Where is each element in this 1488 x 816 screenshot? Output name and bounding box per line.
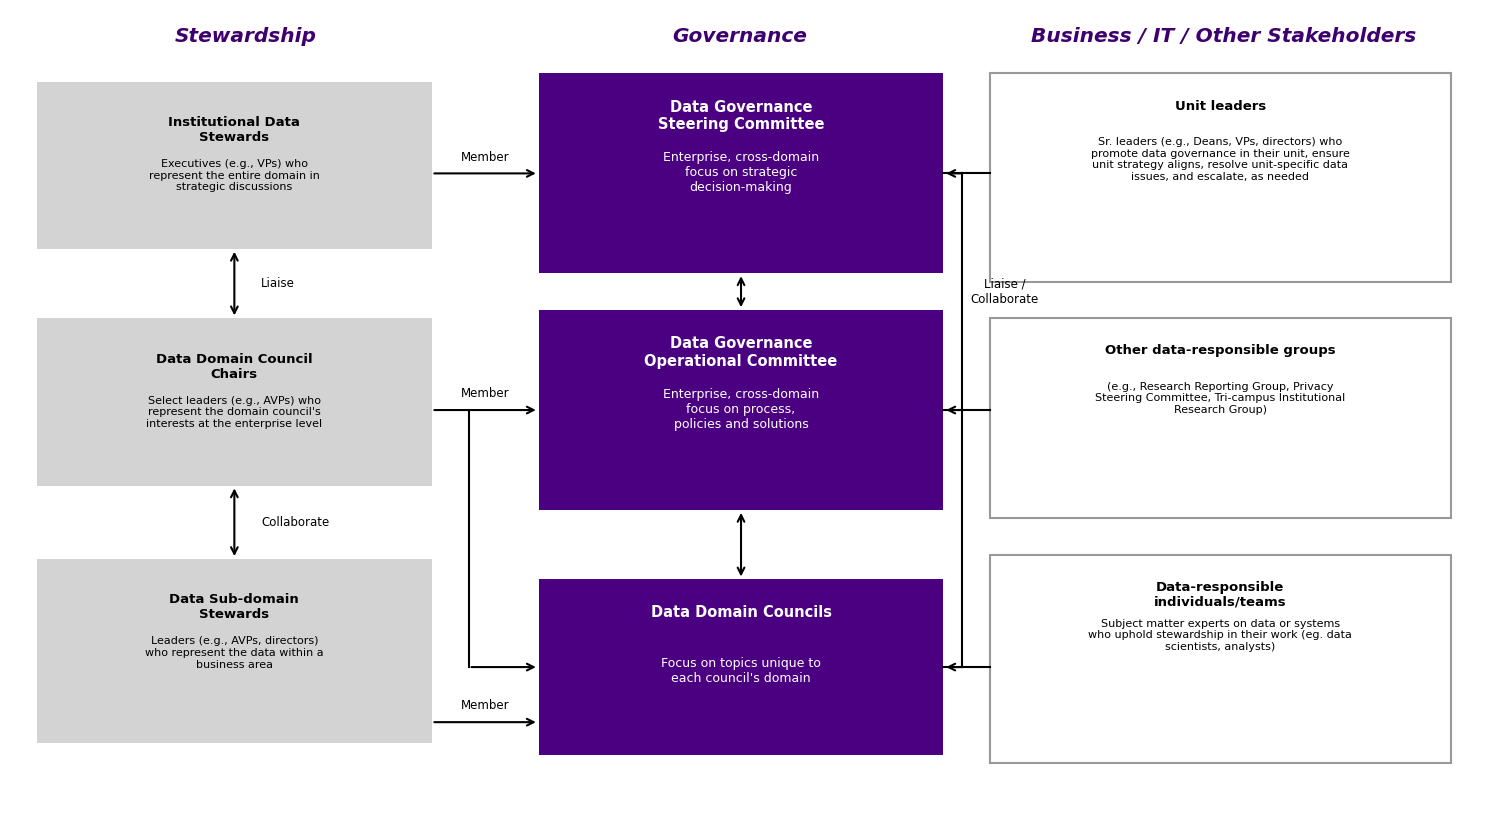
FancyBboxPatch shape <box>539 579 943 755</box>
FancyBboxPatch shape <box>37 82 432 249</box>
Text: Data-responsible
individuals/teams: Data-responsible individuals/teams <box>1153 581 1287 609</box>
Text: Leaders (e.g., AVPs, directors)
who represent the data within a
business area: Leaders (e.g., AVPs, directors) who repr… <box>144 636 324 670</box>
Text: Liaise: Liaise <box>262 277 295 290</box>
FancyBboxPatch shape <box>990 555 1451 763</box>
Text: Data Sub-domain
Stewards: Data Sub-domain Stewards <box>170 593 299 621</box>
FancyBboxPatch shape <box>37 559 432 743</box>
FancyBboxPatch shape <box>539 73 943 273</box>
FancyBboxPatch shape <box>990 73 1451 282</box>
Text: Liaise /
Collaborate: Liaise / Collaborate <box>970 277 1039 306</box>
FancyBboxPatch shape <box>539 310 943 510</box>
Text: Data Governance
Steering Committee: Data Governance Steering Committee <box>658 100 824 132</box>
Text: Data Domain Councils: Data Domain Councils <box>650 605 832 620</box>
Text: Member: Member <box>461 388 509 401</box>
Text: Select leaders (e.g., AVPs) who
represent the domain council's
interests at the : Select leaders (e.g., AVPs) who represen… <box>146 396 323 429</box>
Text: Data Governance
Operational Committee: Data Governance Operational Committee <box>644 336 838 369</box>
Text: Executives (e.g., VPs) who
represent the entire domain in
strategic discussions: Executives (e.g., VPs) who represent the… <box>149 159 320 193</box>
FancyBboxPatch shape <box>37 318 432 486</box>
Text: Focus on topics unique to
each council's domain: Focus on topics unique to each council's… <box>661 657 821 685</box>
FancyBboxPatch shape <box>990 318 1451 518</box>
Text: Member: Member <box>461 151 509 163</box>
Text: Stewardship: Stewardship <box>174 27 317 47</box>
Text: Business / IT / Other Stakeholders: Business / IT / Other Stakeholders <box>1031 27 1415 47</box>
Text: Enterprise, cross-domain
focus on process,
policies and solutions: Enterprise, cross-domain focus on proces… <box>664 388 818 431</box>
Text: Data Domain Council
Chairs: Data Domain Council Chairs <box>156 353 312 380</box>
Text: Subject matter experts on data or systems
who uphold stewardship in their work (: Subject matter experts on data or system… <box>1088 619 1353 652</box>
Text: Other data-responsible groups: Other data-responsible groups <box>1106 344 1335 357</box>
Text: Unit leaders: Unit leaders <box>1174 100 1266 113</box>
Text: (e.g., Research Reporting Group, Privacy
Steering Committee, Tri-campus Institut: (e.g., Research Reporting Group, Privacy… <box>1095 382 1345 415</box>
Text: Collaborate: Collaborate <box>262 516 329 529</box>
Text: Member: Member <box>461 699 509 712</box>
Text: Institutional Data
Stewards: Institutional Data Stewards <box>168 116 301 144</box>
Text: Sr. leaders (e.g., Deans, VPs, directors) who
promote data governance in their u: Sr. leaders (e.g., Deans, VPs, directors… <box>1091 137 1350 182</box>
Text: Enterprise, cross-domain
focus on strategic
decision-making: Enterprise, cross-domain focus on strate… <box>664 151 818 194</box>
Text: Governance: Governance <box>673 27 806 47</box>
